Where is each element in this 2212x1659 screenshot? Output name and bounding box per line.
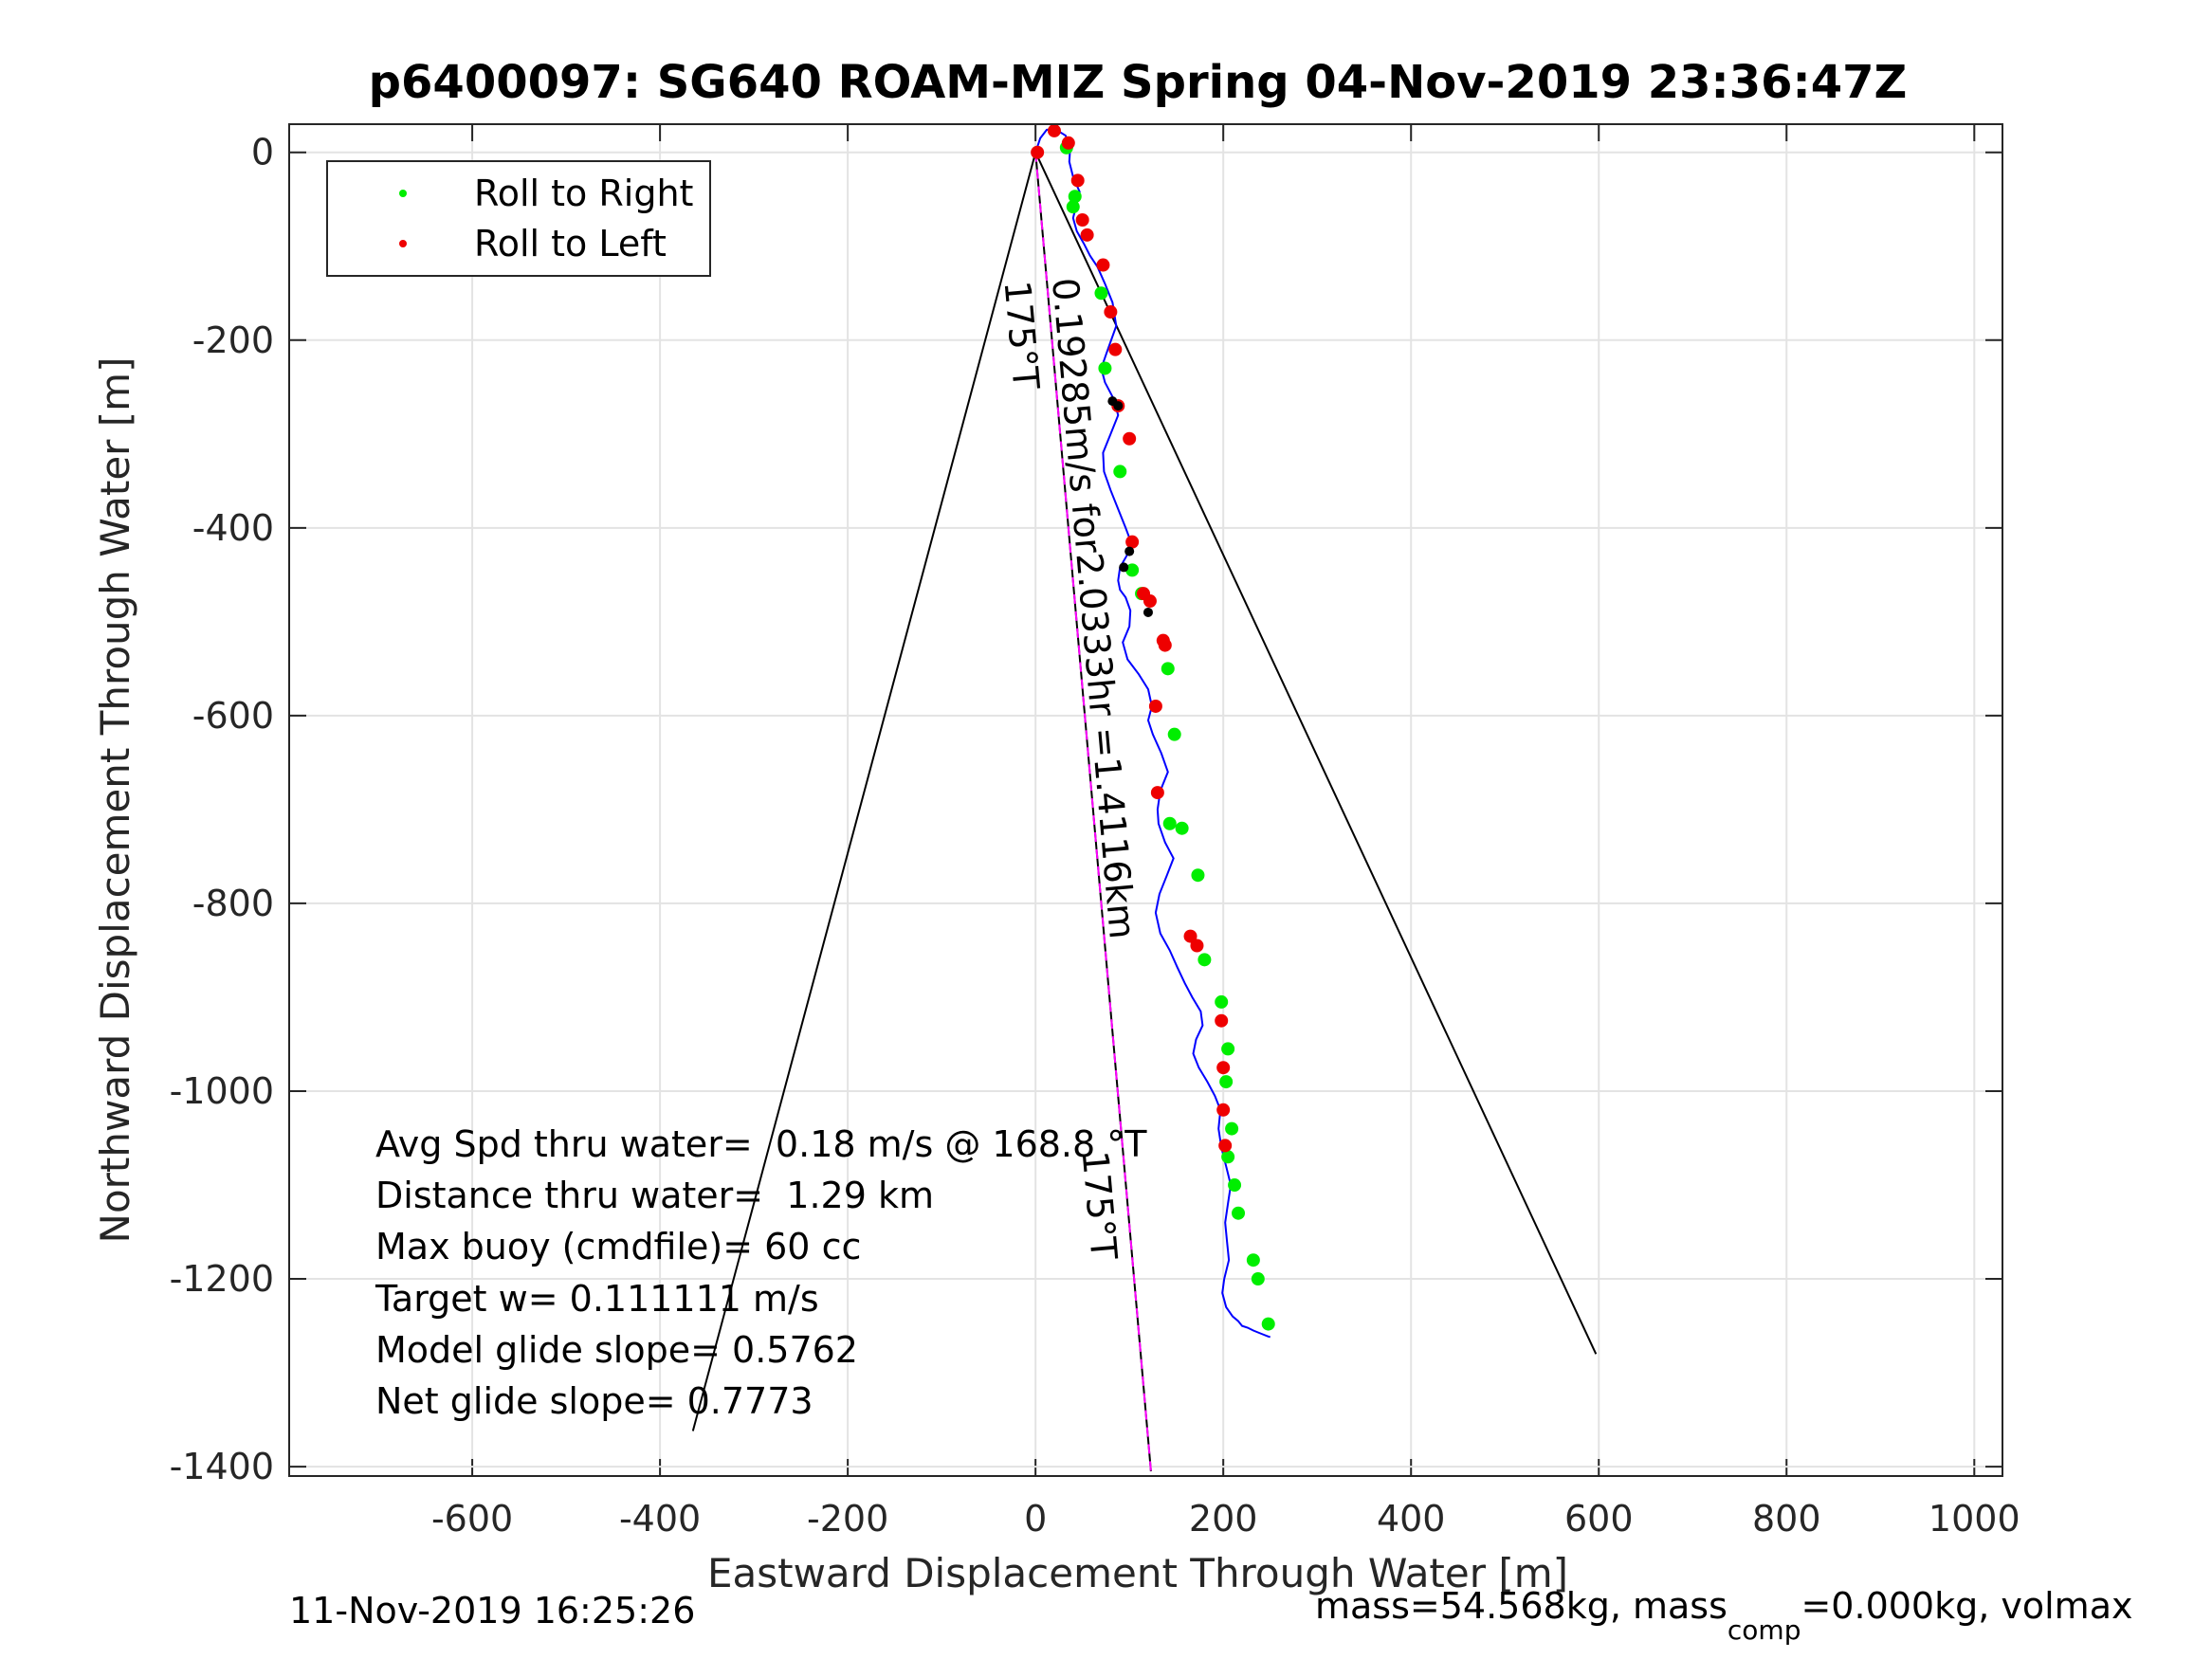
chart-title: p6400097: SG640 ROAM-MIZ Spring 04-Nov-2… [369,56,1908,109]
stat-distance: Distance thru water= 1.29 km [375,1175,934,1216]
footer-mass-info: mass=54.568kg, masscomp=0.000kg, volmax [1315,1585,2132,1646]
roll-right-point [1215,994,1229,1009]
roll-left-point [1070,173,1085,188]
stat-model-glide-slope: Model glide slope= 0.5762 [375,1329,858,1371]
roll-left-point [1158,638,1172,652]
black-point [1143,607,1153,617]
roll-left-point [1080,228,1094,242]
roll-right-point [1162,816,1177,830]
roll-left-point [1183,929,1197,943]
y-tick-label: -600 [192,695,274,737]
legend-box [326,160,711,277]
stat-avg-speed: Avg Spd thru water= 0.18 m/s @ 168.8 °T [375,1123,1147,1165]
roll-right-point [1219,1075,1234,1089]
legend-label-roll-left: Roll to Left [474,223,667,264]
black-point [1124,546,1135,556]
x-tick-label: 200 [1189,1498,1258,1540]
roll-left-point [1215,1013,1229,1028]
footer-volmax: =0.000kg, volmax [1801,1585,2132,1627]
roll-right-point [1125,563,1140,577]
x-tick-label: -400 [619,1498,701,1540]
y-tick-label: -1000 [170,1070,274,1112]
roll-left-point [1216,1103,1231,1117]
roll-left-point [1031,145,1045,159]
x-tick-label: -200 [807,1498,888,1540]
y-tick-labels: 0 -200 -400 -600 -800 -1000 -1200 -1400 [170,132,274,1487]
x-tick-label: 600 [1564,1498,1634,1540]
roll-left-point [1096,258,1110,272]
annotation-0: 175°T [996,279,1048,392]
cone-line-1 [1034,152,1598,1355]
roll-right-point [1191,868,1205,883]
stat-max-buoy: Max buoy (cmdfile)= 60 cc [375,1226,861,1267]
roll-right-point [1113,465,1127,479]
roll-left-point [1123,431,1137,446]
x-tick-label: 800 [1752,1498,1821,1540]
roll-left-point [1216,1061,1231,1075]
x-tick-label: 400 [1377,1498,1446,1540]
legend-label-roll-right: Roll to Right [474,173,693,214]
roll-right-point [1225,1121,1239,1136]
roll-right-point [1228,1178,1242,1193]
roll-left-point [1075,213,1089,228]
roll-right-point [1167,727,1181,741]
roll-right-point [1251,1272,1265,1286]
x-tick-label: -600 [431,1498,513,1540]
roll-right-point [1066,200,1080,214]
y-tick-label: -400 [192,507,274,549]
grid [289,124,2002,1476]
roll-left-point [1148,699,1162,713]
black-point [1113,401,1124,411]
annotation-2: 175°T [1074,1149,1125,1262]
y-tick-label: 0 [251,132,274,173]
roll-right-point [1094,286,1108,301]
roll-left-point [1104,305,1118,319]
roll-right-point [1068,190,1082,204]
plot-area [289,124,2002,1476]
legend-marker-roll-right [399,190,407,197]
stats-block: Avg Spd thru water= 0.18 m/s @ 168.8 °T … [375,1123,1147,1422]
x-axis-label: Eastward Displacement Through Water [m] [707,1550,1568,1596]
roll-right-point [1161,662,1175,676]
roll-left-point [1108,342,1123,356]
roll-right-point [1261,1317,1275,1331]
roll-left-point [1190,939,1204,953]
roll-left-point [1150,786,1164,800]
roll-left-point [1125,535,1140,549]
x-tick-label: 0 [1024,1498,1047,1540]
roll-right-point [1221,1042,1235,1056]
footer-timestamp: 11-Nov-2019 16:25:26 [289,1590,695,1632]
heading-line-0 [1034,152,1152,1472]
roll-right-point [1197,953,1212,967]
roll-left-point [1047,123,1061,137]
y-tick-label: -1200 [170,1258,274,1300]
x-tick-labels: -600 -400 -200 0 200 400 600 800 1000 [431,1498,2020,1540]
stat-target-w: Target w= 0.111111 m/s [375,1278,819,1320]
legend: Roll to Right Roll to Left [326,160,711,277]
stat-net-glide-slope: Net glide slope= 0.7773 [375,1380,814,1422]
roll-right-point [1232,1206,1246,1220]
y-tick-label: -200 [192,319,274,361]
roll-right-point [1221,1150,1235,1164]
y-tick-label: -800 [192,883,274,924]
roll-left-point [1143,594,1157,609]
roll-left-point [1218,1139,1233,1153]
roll-left-point [1061,136,1075,150]
cone-line-0 [691,152,1037,1431]
glider-track [1034,128,1271,1339]
x-tick-label: 1000 [1929,1498,2020,1540]
y-tick-label: -1400 [170,1446,274,1487]
plot-frame [288,123,2003,1477]
y-axis-label: Northward Displacement Through Water [m] [92,357,138,1244]
footer-mass: mass=54.568kg, mass [1315,1585,1728,1627]
footer-mass-subscript: comp [1728,1614,1801,1646]
roll-right-point [1098,361,1112,375]
roll-right-point [1246,1253,1260,1267]
black-point [1119,562,1129,573]
roll-right-point [1175,821,1189,835]
legend-marker-roll-left [399,240,407,247]
